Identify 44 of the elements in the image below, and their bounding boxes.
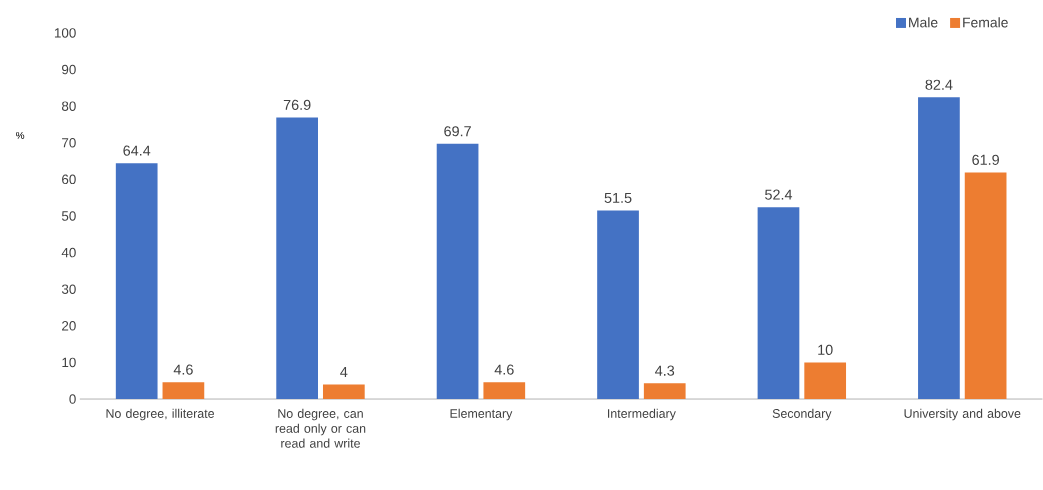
y-tick-label: 80 <box>61 101 76 111</box>
x-tick-label: No degree, illiterate <box>106 408 215 421</box>
bar <box>162 382 205 400</box>
x-tick-label: Intermediary <box>608 408 676 421</box>
bar <box>757 207 800 400</box>
bar <box>276 117 318 400</box>
y-tick-label: 100 <box>54 28 76 38</box>
x-tick-label: Secondary <box>772 408 832 421</box>
data-label: 4 <box>340 367 348 377</box>
bar <box>643 383 686 400</box>
y-tick-label: 70 <box>62 138 76 148</box>
data-label: 64.4 <box>123 145 151 156</box>
y-tick-label: 90 <box>62 64 76 75</box>
bar <box>597 210 639 400</box>
data-label: 76.9 <box>283 99 311 111</box>
bar <box>918 97 960 400</box>
y-tick-label: 50 <box>61 211 76 221</box>
data-label: 82.4 <box>925 79 953 90</box>
x-tick-label: No degree, can read only or can read and write <box>275 408 366 448</box>
data-label: 61.9 <box>972 154 999 165</box>
y-tick-label: 30 <box>61 284 76 295</box>
y-tick-label: 0 <box>69 394 76 404</box>
bar <box>115 163 158 400</box>
data-label: 4.3 <box>655 365 675 376</box>
bar <box>964 172 1007 400</box>
y-tick-label: 20 <box>62 321 76 331</box>
legend-label: Female <box>963 17 1008 28</box>
y-axis-title: % <box>16 132 25 139</box>
data-label: 4.6 <box>173 364 193 375</box>
bar <box>483 382 526 400</box>
y-tick-label: 60 <box>62 174 76 185</box>
data-label: 51.5 <box>604 193 632 204</box>
x-tick-label: University and above <box>904 408 1021 421</box>
data-label: 10 <box>818 344 833 356</box>
x-tick-label: Elementary <box>450 408 513 421</box>
y-tick-label: 40 <box>61 247 76 258</box>
data-label: 52.4 <box>765 189 793 200</box>
data-label: 4.6 <box>494 364 514 375</box>
bar <box>322 384 365 400</box>
bar <box>436 143 479 400</box>
y-tick-label: 10 <box>62 357 76 368</box>
data-label: 69.7 <box>444 126 471 137</box>
bar <box>804 362 847 400</box>
legend-label: Male <box>909 17 938 28</box>
